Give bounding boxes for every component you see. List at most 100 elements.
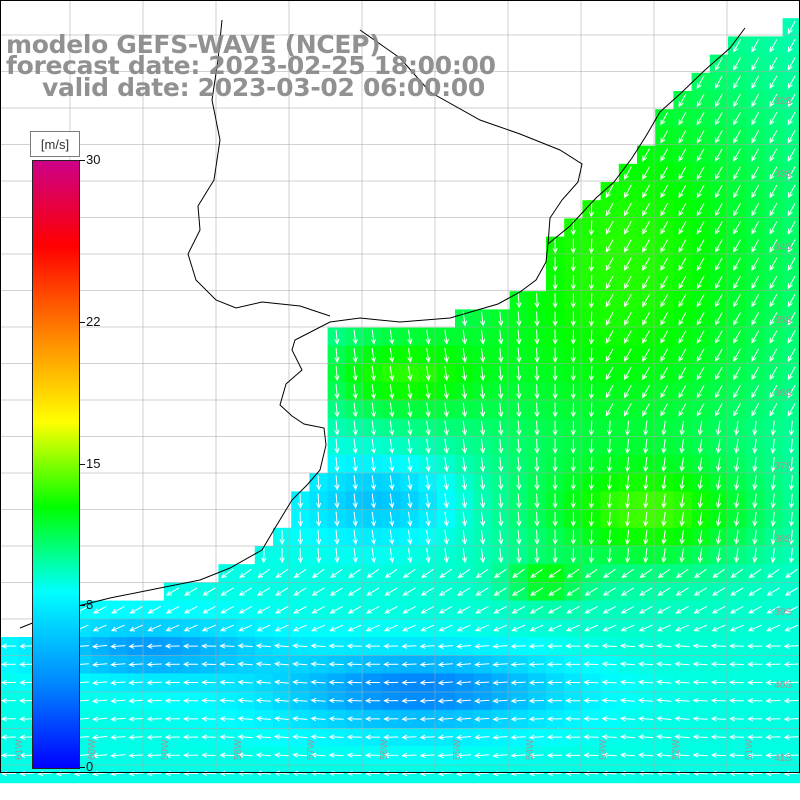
wind-arrow (401, 734, 417, 740)
wind-arrow (437, 680, 453, 686)
wind-arrow (696, 221, 705, 235)
wind-arrow (565, 624, 580, 632)
wind-arrow (751, 239, 760, 253)
wind-arrow (694, 568, 707, 579)
wind-arrow (769, 202, 778, 217)
wind-arrow (697, 529, 703, 545)
wind-arrow (475, 568, 489, 579)
wind-arrow (714, 93, 723, 108)
wind-arrow (588, 366, 595, 382)
wind-arrow (201, 698, 217, 704)
wind-arrow (310, 643, 326, 649)
wind-arrow (623, 330, 632, 344)
wind-arrow (328, 734, 344, 740)
wind-arrow (565, 661, 581, 667)
wind-arrow (714, 184, 723, 199)
wind-arrow (510, 661, 526, 668)
wind-arrow (734, 420, 740, 436)
wind-arrow (383, 752, 399, 758)
wind-arrow (674, 752, 690, 758)
wind-arrow (420, 624, 435, 632)
wind-arrow (546, 752, 563, 758)
wind-arrow (516, 529, 522, 546)
wind-arrow (770, 438, 776, 455)
wind-arrow (255, 697, 271, 704)
wind-arrow (625, 475, 631, 491)
wind-arrow (787, 330, 796, 344)
wind-arrow (711, 624, 726, 632)
wind-arrow (552, 438, 558, 455)
wind-arrow (751, 348, 760, 363)
wind-arrow (696, 275, 705, 290)
wind-arrow (534, 529, 540, 546)
wind-arrow (528, 643, 544, 649)
wind-arrow (552, 457, 558, 473)
wind-arrow (696, 293, 705, 308)
wind-arrow (565, 698, 581, 704)
wind-arrow (788, 420, 795, 436)
wind-arrow (619, 643, 635, 649)
wind-arrow (219, 661, 235, 667)
wind-arrow (752, 529, 758, 545)
wind-arrow (747, 698, 763, 704)
wind-arrow (606, 529, 613, 546)
wind-arrow (660, 111, 669, 126)
wind-arrow (456, 605, 471, 614)
wind-arrow (457, 568, 471, 579)
wind-arrow (765, 716, 781, 722)
wind-arrow (770, 475, 776, 491)
wind-arrow (438, 624, 453, 632)
colorbar (32, 160, 80, 769)
wind-arrow (146, 716, 162, 722)
wind-arrow (407, 329, 413, 345)
wind-arrow (565, 679, 581, 686)
wind-arrow (419, 716, 435, 722)
wind-arrow (570, 293, 576, 309)
wind-arrow (674, 734, 690, 740)
wind-arrow (479, 402, 486, 418)
wind-arrow (619, 752, 635, 758)
wind-arrow (334, 420, 340, 436)
wind-arrow (606, 438, 613, 455)
wind-arrow (769, 257, 778, 272)
wind-arrow (147, 624, 162, 632)
wind-arrow (656, 716, 672, 722)
wind-arrow (407, 475, 413, 491)
longitude-label: 56W (379, 739, 390, 760)
wind-arrow (401, 661, 417, 668)
wind-arrow (389, 329, 395, 345)
wind-arrow (0, 716, 17, 722)
wind-arrow (625, 493, 631, 509)
wind-arrow (621, 568, 634, 579)
wind-arrow (201, 624, 216, 632)
wind-arrow (552, 548, 558, 564)
wind-arrow (620, 605, 635, 614)
wind-arrow (510, 698, 526, 704)
wind-arrow (583, 770, 599, 777)
wind-arrow (419, 643, 435, 649)
wind-arrow (352, 384, 358, 400)
wind-arrow (0, 679, 17, 686)
wind-arrow (461, 548, 468, 564)
wind-arrow (19, 716, 35, 722)
wind-arrow (733, 39, 741, 53)
wind-arrow (678, 148, 687, 162)
wind-arrow (330, 568, 343, 579)
wind-arrow (146, 643, 162, 649)
wind-arrow (584, 568, 598, 579)
wind-arrow (661, 548, 667, 564)
wind-arrow (606, 420, 613, 436)
wind-arrow (751, 275, 760, 290)
wind-arrow (219, 716, 235, 722)
wind-arrow (692, 697, 708, 704)
longitude-label: 61W (14, 739, 25, 760)
wind-arrow (352, 457, 358, 473)
wind-arrow (787, 166, 796, 181)
wind-arrow (783, 716, 799, 722)
wind-arrow (570, 511, 576, 527)
wind-arrow (352, 366, 358, 382)
wind-arrows (0, 20, 799, 777)
wind-arrow (787, 348, 796, 363)
wind-arrow (407, 384, 413, 400)
